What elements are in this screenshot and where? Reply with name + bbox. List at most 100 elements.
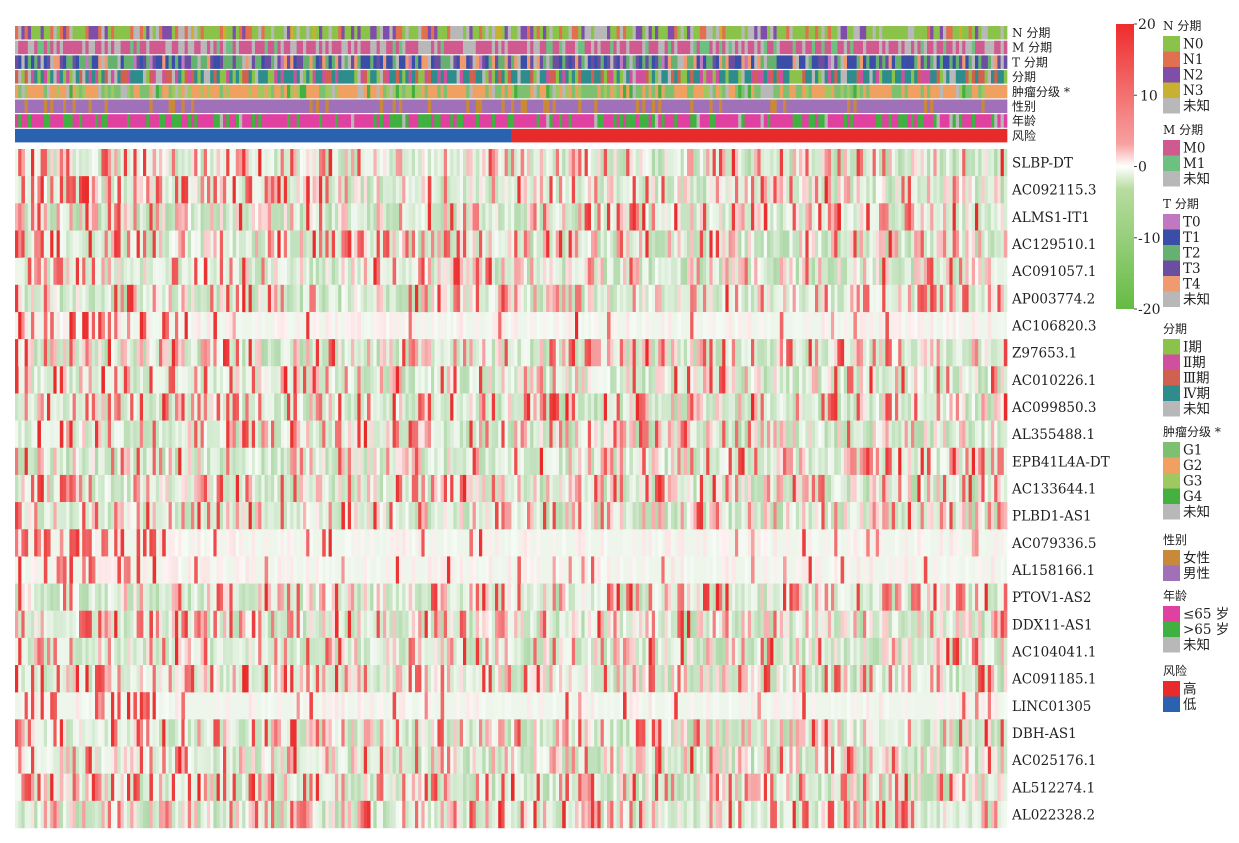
heatmap-cell xyxy=(197,257,201,285)
heatmap-cell xyxy=(466,230,470,258)
annotation-cell-risk xyxy=(354,128,358,143)
annotation-cell-M xyxy=(299,40,304,55)
heatmap-cell xyxy=(472,257,477,285)
heatmap-cell xyxy=(299,284,304,313)
annotation-cell-sex xyxy=(661,99,665,113)
annotation-cell-M xyxy=(917,40,921,55)
heatmap-cell xyxy=(50,311,54,340)
heatmap-cell xyxy=(114,203,118,231)
heatmap-cell xyxy=(671,366,675,394)
heatmap-cell xyxy=(962,176,966,204)
heatmap-cell xyxy=(120,339,125,367)
annotation-cell-T xyxy=(799,55,803,69)
annotation-cell-grade xyxy=(434,84,438,99)
annotation-cell-N xyxy=(491,26,496,40)
annotation-cell-risk xyxy=(680,128,685,143)
annotation-cell-N xyxy=(805,26,809,40)
heatmap-cell xyxy=(600,176,605,204)
heatmap-cell xyxy=(319,230,323,258)
heatmap-cell xyxy=(936,284,941,313)
annotation-cell-risk xyxy=(581,128,585,143)
annotation-cell-sex xyxy=(642,99,646,113)
annotation-cell-age xyxy=(123,114,128,128)
heatmap-cell xyxy=(408,339,413,367)
annotation-cell-stage xyxy=(962,70,966,84)
heatmap-cell xyxy=(421,366,425,394)
annotation-cell-risk xyxy=(232,128,237,143)
annotation-cell-age xyxy=(917,114,921,128)
heatmap-cell xyxy=(194,339,198,367)
heatmap-cell xyxy=(581,203,585,231)
heatmap-cell xyxy=(447,203,451,231)
annotation-cell-sex xyxy=(511,99,515,113)
annotation-cell-stage xyxy=(491,70,496,84)
annotation-cell-T xyxy=(994,55,998,69)
annotation-cell-N xyxy=(479,26,483,40)
heatmap-cell xyxy=(517,203,521,231)
heatmap-cell xyxy=(261,284,265,313)
heatmap-cell xyxy=(88,149,93,177)
annotation-cell-risk xyxy=(837,128,841,143)
heatmap-cell xyxy=(799,366,803,394)
annotation-cell-N xyxy=(911,26,915,40)
annotation-cell-risk xyxy=(418,128,422,143)
annotation-cell-risk xyxy=(111,128,115,143)
annotation-cell-stage xyxy=(43,70,48,84)
annotation-cell-N xyxy=(43,26,48,40)
heatmap-cell xyxy=(229,203,233,231)
annotation-cell-stage xyxy=(447,70,451,84)
annotation-cell-risk xyxy=(133,128,137,143)
heatmap-cell xyxy=(991,339,995,367)
annotation-cell-risk xyxy=(847,128,851,143)
annotation-cell-grade xyxy=(693,84,697,99)
heatmap-cell xyxy=(411,366,416,394)
heatmap-cell xyxy=(911,230,915,258)
annotation-cell-risk xyxy=(693,128,697,143)
heatmap-cell xyxy=(987,257,992,285)
annotation-cell-stage xyxy=(568,70,573,84)
heatmap-cell xyxy=(984,149,989,177)
heatmap-cell xyxy=(136,339,141,367)
heatmap-cell xyxy=(447,284,451,313)
heatmap-cell xyxy=(997,149,1001,177)
annotation-cell-N xyxy=(831,26,835,40)
heatmap-cell xyxy=(24,284,29,313)
annotation-cell-N xyxy=(325,26,329,40)
annotation-cell-sex xyxy=(751,99,755,113)
heatmap-cell xyxy=(930,176,934,204)
heatmap-cell xyxy=(191,366,195,394)
heatmap-cell xyxy=(856,176,861,204)
heatmap-cell xyxy=(271,176,275,204)
heatmap-cell xyxy=(354,311,358,340)
annotation-cell-T xyxy=(955,55,960,69)
heatmap-cell xyxy=(523,230,528,258)
annotation-cell-sex xyxy=(194,99,198,113)
heatmap-cell xyxy=(882,176,886,204)
annotation-cell-sex xyxy=(843,99,848,113)
annotation-cell-N xyxy=(351,26,355,40)
heatmap-cell xyxy=(411,203,416,231)
annotation-cell-M xyxy=(431,40,435,55)
annotation-cell-N xyxy=(418,26,422,40)
heatmap-cell xyxy=(408,176,413,204)
annotation-cell-T xyxy=(523,55,528,69)
heatmap-cell xyxy=(354,176,358,204)
heatmap-cell xyxy=(603,257,608,285)
heatmap-cell xyxy=(639,230,643,258)
annotation-cell-stage xyxy=(229,70,233,84)
heatmap-cell xyxy=(635,176,640,204)
heatmap-cell xyxy=(805,203,809,231)
heatmap-cell xyxy=(223,203,227,231)
heatmap-cell xyxy=(952,230,957,258)
heatmap-cell xyxy=(962,257,966,285)
annotation-cell-T xyxy=(95,55,99,69)
annotation-cell-grade xyxy=(722,84,726,99)
annotation-cell-risk xyxy=(661,128,665,143)
annotation-cell-M xyxy=(648,40,653,55)
heatmap-cell xyxy=(968,176,973,204)
annotation-cell-sex xyxy=(328,99,333,113)
annotation-cell-sex xyxy=(485,99,489,113)
heatmap-cell xyxy=(47,339,51,367)
annotation-cell-sex xyxy=(165,99,169,113)
annotation-cell-grade xyxy=(875,84,880,99)
